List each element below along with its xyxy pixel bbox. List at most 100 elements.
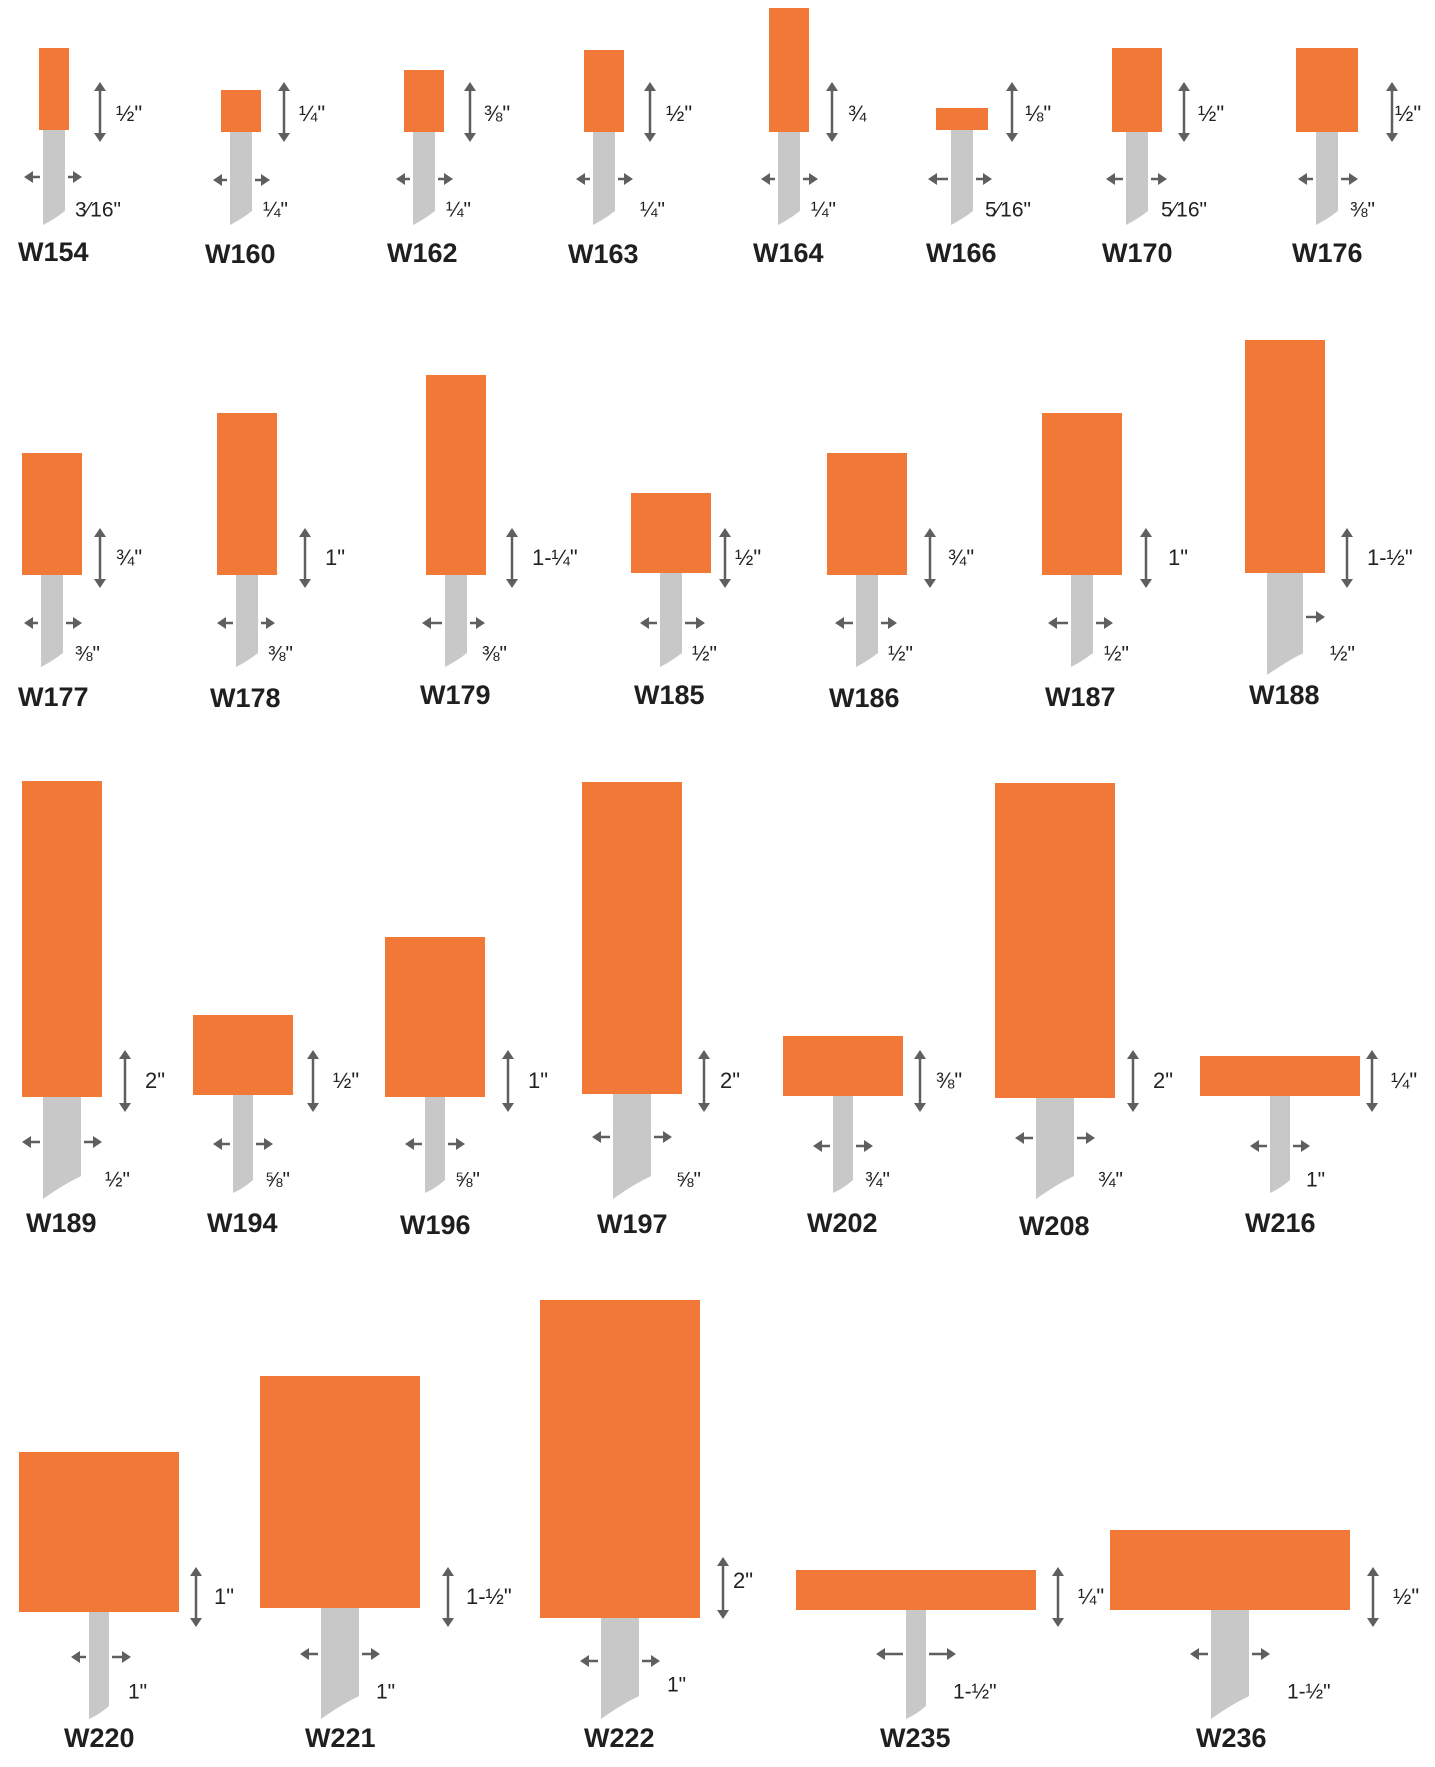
height-label: 1-½"	[1367, 545, 1413, 570]
shank	[236, 575, 258, 667]
stone-head	[584, 50, 624, 132]
height-arrow-up-icon	[914, 1050, 926, 1059]
shank-label: ½"	[1104, 643, 1129, 666]
stone-w187: 1" ½" W187	[1042, 413, 1188, 712]
width-arrow-left-icon	[761, 173, 770, 185]
shank	[43, 1097, 81, 1199]
height-arrow-up-icon	[1178, 82, 1190, 91]
stone-code: W220	[64, 1723, 135, 1753]
stone-head	[260, 1376, 420, 1608]
height-arrow-down-icon	[698, 1103, 710, 1112]
width-arrow-left-icon	[1298, 173, 1307, 185]
stone-head	[1112, 48, 1162, 132]
height-label: 2"	[733, 1568, 753, 1593]
shank-label: ⅝"	[455, 1169, 480, 1192]
stone-code: W185	[634, 680, 705, 710]
height-label: ¾	[848, 101, 867, 126]
width-arrow-right-icon	[1158, 173, 1167, 185]
stone-head	[19, 1452, 179, 1612]
stone-head	[404, 70, 444, 132]
height-arrow-up-icon	[94, 82, 106, 91]
stone-w177: ¾" ⅜" W177	[18, 453, 142, 712]
shank-label: ¼"	[446, 199, 471, 222]
height-label: ½"	[1393, 1584, 1419, 1609]
stone-head	[1296, 48, 1358, 132]
stone-head	[221, 90, 261, 132]
shank	[1211, 1610, 1249, 1719]
shank-label: ⅜"	[1350, 199, 1375, 222]
height-label: ¾"	[948, 545, 974, 570]
width-arrow-right-icon	[73, 171, 82, 183]
height-arrow-down-icon	[924, 579, 936, 588]
shank-label: 1-½"	[953, 1681, 997, 1704]
width-arrow-right-icon	[122, 1651, 131, 1663]
stone-w164: ¾ ¼" W164	[753, 8, 867, 268]
shank	[1270, 1096, 1290, 1193]
height-arrow-up-icon	[442, 1567, 454, 1576]
width-arrow-right-icon	[1301, 1140, 1310, 1152]
stone-code: W189	[26, 1208, 97, 1238]
width-arrow-right-icon	[444, 173, 453, 185]
height-arrow-down-icon	[1366, 1103, 1378, 1112]
width-arrow-left-icon	[876, 1648, 885, 1660]
stone-head	[426, 375, 486, 575]
width-arrow-right-icon	[261, 174, 270, 186]
stone-w194: ½" ⅝" W194	[193, 1015, 359, 1238]
height-arrow-up-icon	[190, 1567, 202, 1576]
shank-label: ¼"	[640, 199, 665, 222]
stone-w196: 1" ⅝" W196	[385, 937, 548, 1240]
height-arrow-down-icon	[1006, 133, 1018, 142]
height-arrow-up-icon	[94, 528, 106, 537]
width-arrow-right-icon	[476, 617, 485, 629]
shank	[1071, 575, 1093, 667]
height-arrow-down-icon	[464, 133, 476, 142]
width-arrow-left-icon	[640, 617, 649, 629]
stone-w220: 1" 1" W220	[19, 1452, 234, 1753]
height-arrow-up-icon	[506, 528, 518, 537]
shank-label: ¼"	[263, 199, 288, 222]
height-arrow-up-icon	[924, 528, 936, 537]
stone-code: W202	[807, 1208, 878, 1238]
stone-w186: ¾" ½" W186	[827, 453, 974, 713]
shank-label: ¾"	[865, 1169, 890, 1192]
height-label: ¼"	[299, 101, 325, 126]
shank	[43, 130, 65, 225]
stone-head	[631, 493, 711, 573]
stone-head	[22, 781, 102, 1097]
stone-code: W188	[1249, 680, 1320, 710]
height-arrow-down-icon	[502, 1103, 514, 1112]
stone-code: W154	[18, 237, 89, 267]
height-arrow-up-icon	[826, 82, 838, 91]
stone-w208: 2" ¾" W208	[995, 783, 1173, 1241]
height-arrow-up-icon	[1127, 1050, 1139, 1059]
stone-code: W186	[829, 683, 900, 713]
shank	[613, 1094, 651, 1199]
width-arrow-left-icon	[217, 617, 226, 629]
stone-w166: ⅛" 5⁄16" W166	[926, 82, 1051, 268]
width-arrow-right-icon	[1104, 617, 1113, 629]
height-label: 1-½"	[466, 1584, 512, 1609]
shank	[906, 1610, 926, 1719]
shank	[445, 575, 467, 667]
width-arrow-left-icon	[422, 617, 431, 629]
height-label: ½"	[1198, 101, 1224, 126]
height-label: ¼"	[1391, 1068, 1417, 1093]
stone-w179: 1-¼" ⅜" W179	[420, 375, 578, 710]
height-arrow-down-icon	[506, 579, 518, 588]
stone-head	[385, 937, 485, 1097]
height-arrow-down-icon	[1052, 1618, 1064, 1627]
width-arrow-right-icon	[73, 617, 82, 629]
shank	[856, 575, 878, 667]
stone-code: W221	[305, 1723, 376, 1753]
height-label: ⅜"	[936, 1068, 962, 1093]
height-arrow-up-icon	[278, 82, 290, 91]
stone-w188: 1-½" ½" W188	[1245, 340, 1413, 710]
stone-w170: ½" 5⁄16" W170	[1102, 48, 1224, 268]
width-arrow-right-icon	[624, 173, 633, 185]
height-label: 2"	[145, 1068, 165, 1093]
shank-label: ½"	[105, 1169, 130, 1192]
height-arrow-down-icon	[190, 1618, 202, 1627]
stone-w222: 2" 1" W222	[540, 1300, 753, 1753]
width-arrow-left-icon	[300, 1648, 309, 1660]
